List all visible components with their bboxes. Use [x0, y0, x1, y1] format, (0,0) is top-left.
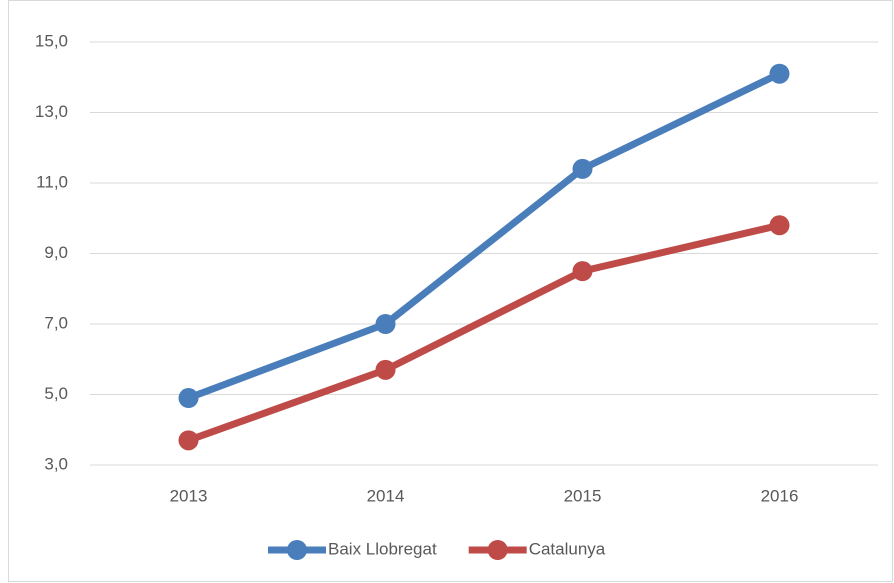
y-tick-label: 7,0 [44, 313, 68, 332]
y-tick-label: 9,0 [44, 243, 68, 262]
y-tick-label: 15,0 [35, 31, 68, 50]
chart-frame [8, 0, 893, 582]
data-point [178, 430, 199, 451]
x-tick-label: 2014 [367, 486, 405, 505]
series-line [187, 221, 781, 444]
data-point [375, 314, 396, 334]
legend-label: Baix Llobregat [328, 539, 437, 558]
series-line [187, 70, 782, 402]
y-tick-label: 13,0 [35, 102, 68, 121]
data-point [572, 158, 593, 179]
x-tick-label: 2016 [761, 486, 799, 505]
data-point [769, 215, 790, 236]
legend-label: Catalunya [529, 539, 606, 558]
y-tick-label: 11,0 [36, 172, 68, 191]
x-tick-label: 2015 [564, 486, 602, 505]
data-point [572, 261, 593, 282]
data-point [769, 63, 790, 84]
legend-swatch-marker [487, 540, 508, 560]
y-tick-label: 5,0 [44, 384, 68, 403]
y-tick-label: 3,0 [44, 454, 68, 473]
data-point [178, 388, 199, 409]
x-tick-label: 2013 [170, 486, 208, 505]
legend-swatch-marker [287, 540, 307, 560]
data-point [375, 359, 396, 380]
